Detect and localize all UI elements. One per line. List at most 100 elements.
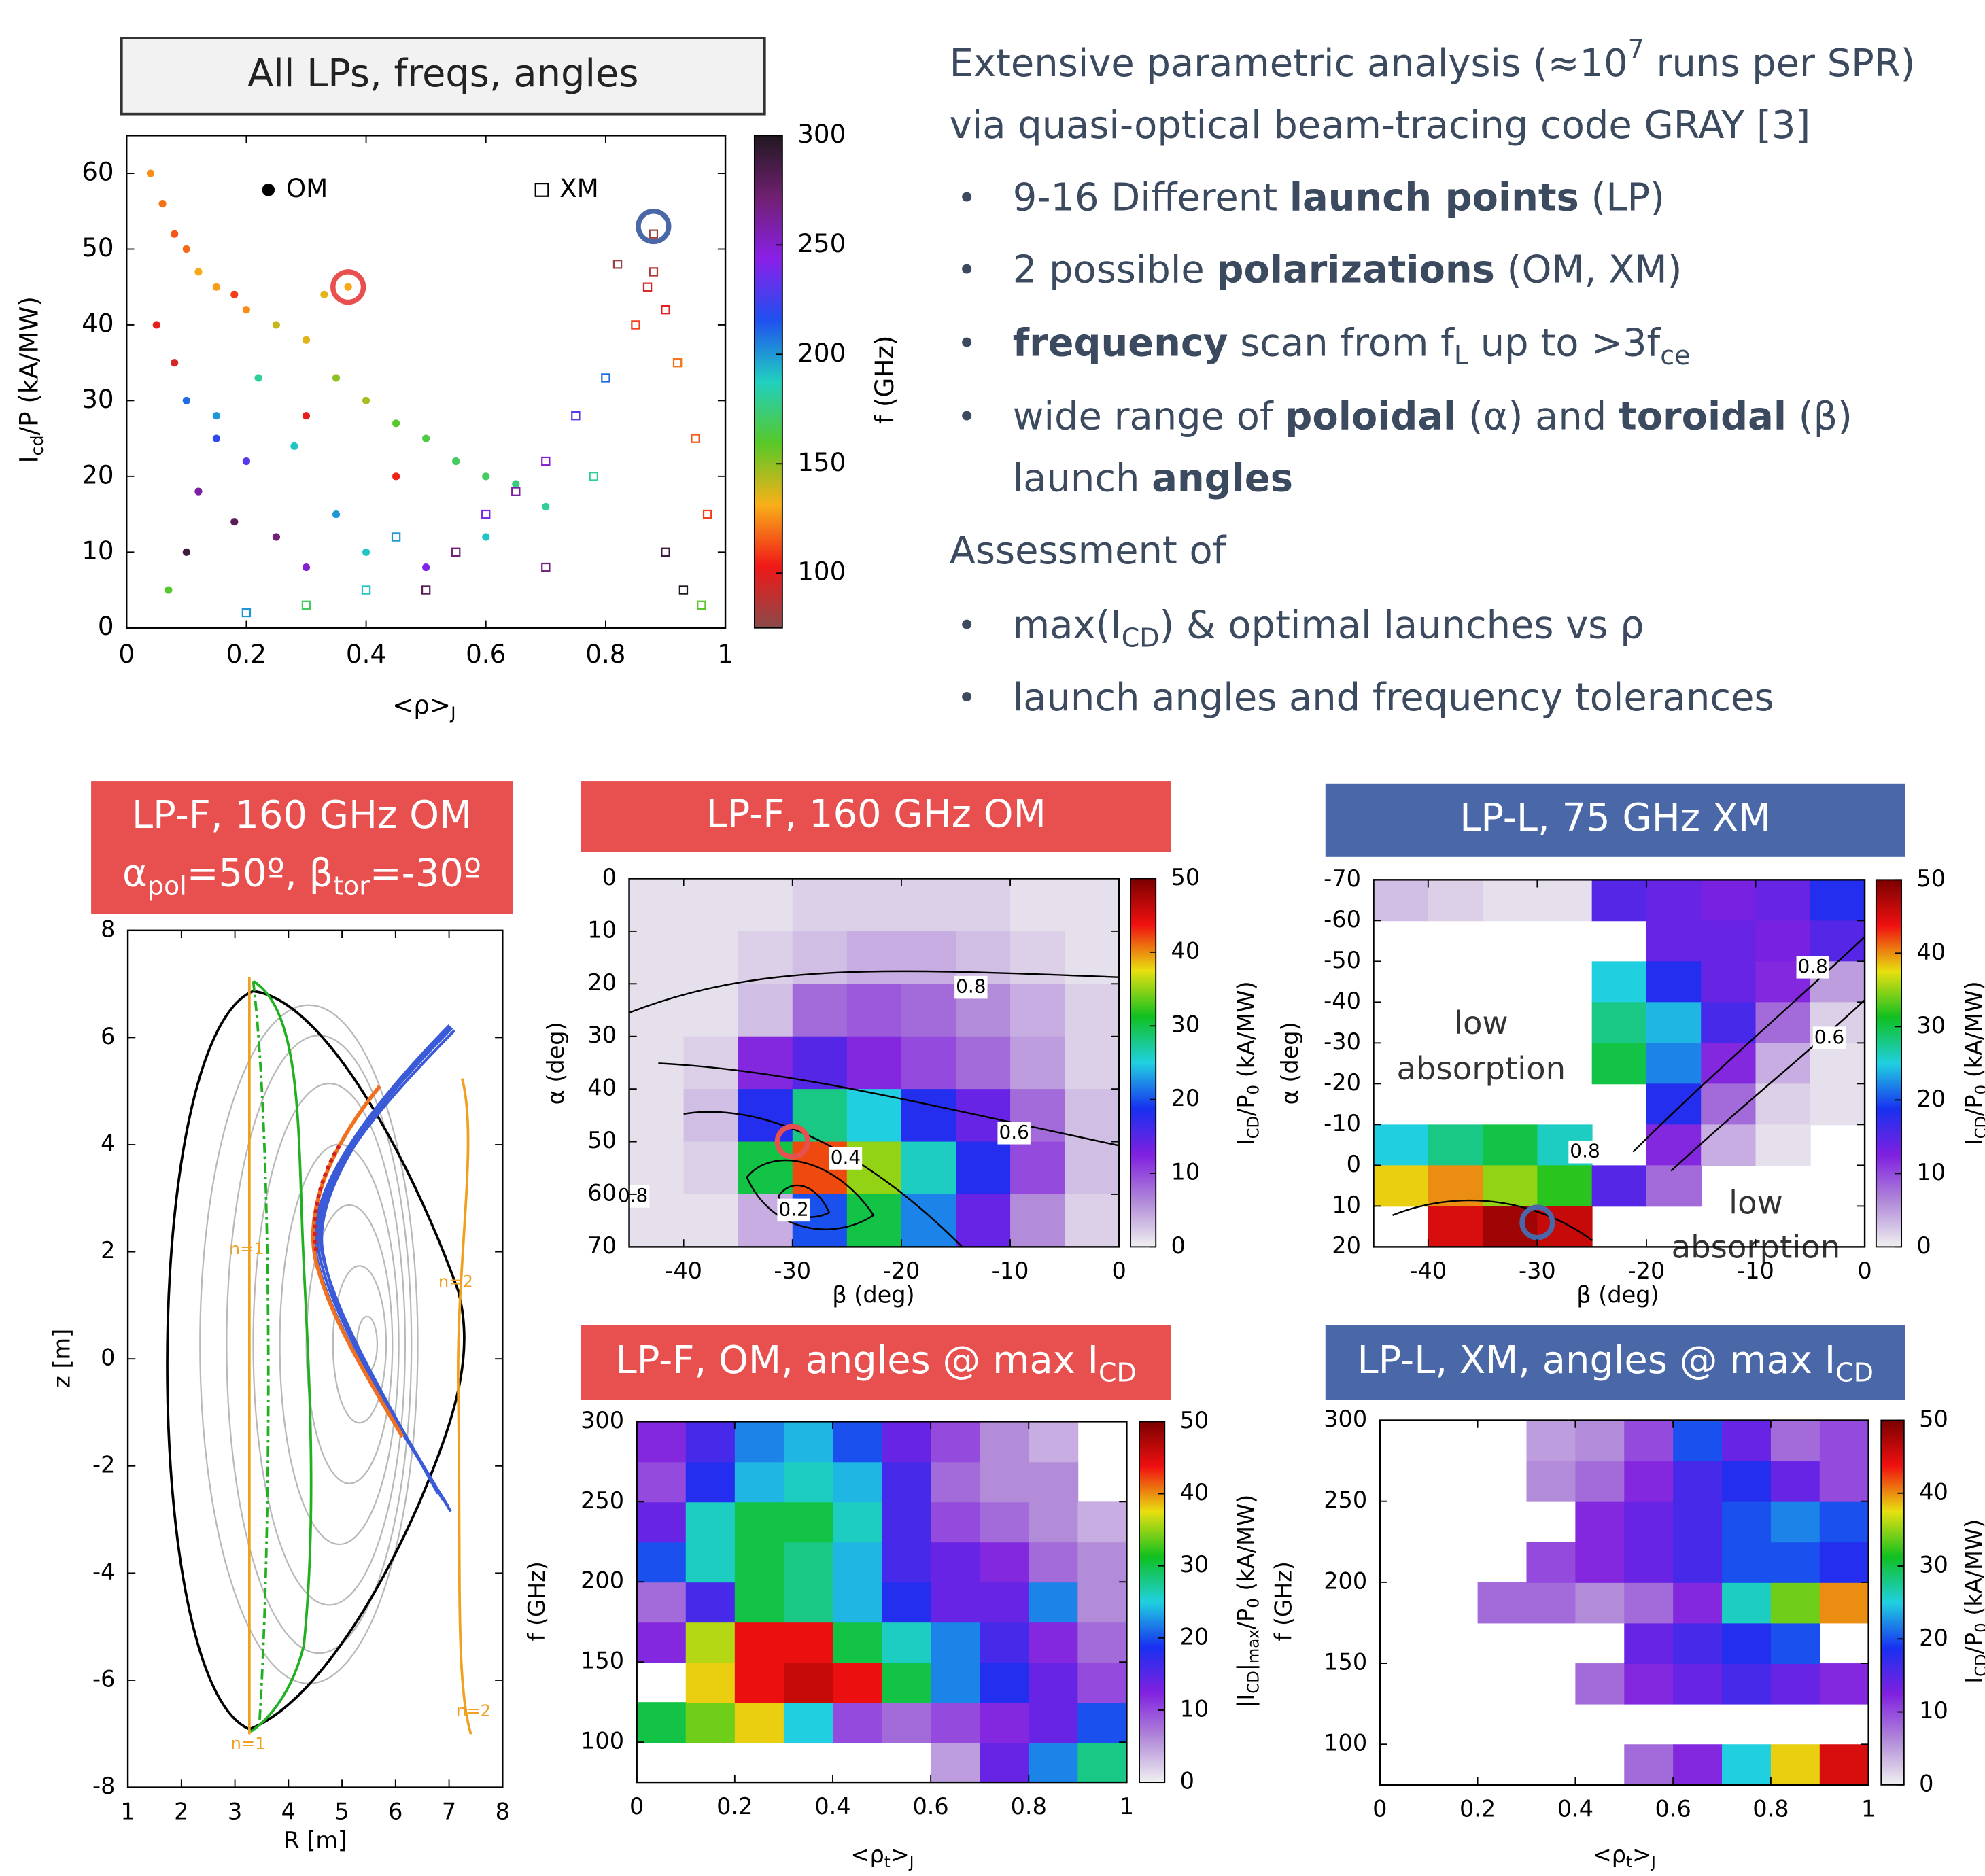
heat-cell <box>1820 1663 1869 1705</box>
x-tick-label: 6 <box>388 1798 402 1824</box>
text-line: Assessment of <box>950 529 1227 573</box>
y-tick-label: 4 <box>101 1130 115 1157</box>
heat-cell <box>1756 1002 1811 1043</box>
heat-cell <box>1722 1421 1772 1462</box>
text-run: (β) <box>1786 395 1852 439</box>
heat-cell <box>1010 984 1065 1037</box>
text-run: CD <box>1973 1654 1985 1676</box>
text-run: LP-F, OM, angles @ max I <box>616 1338 1099 1383</box>
x-tick-label: 0.8 <box>1011 1793 1047 1820</box>
heat-cell <box>684 1089 739 1142</box>
heat-cell <box>980 1501 1029 1542</box>
x-tick-label: 0.6 <box>466 639 506 669</box>
y-tick-label: -10 <box>1324 1110 1361 1136</box>
colorbar-label: f (GHz) <box>869 336 899 424</box>
heat-cell <box>1537 1165 1592 1206</box>
text-run: launch <box>1013 457 1152 501</box>
chart-title: All LPs, freqs, angles <box>247 52 638 96</box>
x-tick-label: 0.8 <box>1753 1796 1789 1822</box>
heat-cell <box>1575 1663 1625 1705</box>
heat-cell <box>735 1542 784 1582</box>
heat-cell <box>684 1037 739 1090</box>
heat-cell <box>1673 1421 1723 1462</box>
heat-cell <box>684 931 739 984</box>
heat-cell <box>1722 1744 1772 1786</box>
heat-cell <box>1029 1461 1078 1502</box>
x-tick-label: 0.4 <box>346 639 386 669</box>
heat-cell <box>1575 1421 1625 1462</box>
heat-cell <box>931 1461 980 1502</box>
heat-cell <box>882 1622 931 1663</box>
heat-cell <box>738 1142 793 1195</box>
y-tick-label: -40 <box>1324 988 1361 1014</box>
heat-cell <box>1722 1501 1772 1543</box>
heat-cell <box>686 1622 736 1663</box>
colorbar-tick-label: 200 <box>797 338 846 368</box>
y-tick-label: 40 <box>587 1075 617 1101</box>
y-tick-label: 6 <box>101 1023 115 1049</box>
heat-cell <box>901 1142 956 1195</box>
colorbar-tick-label: 50 <box>1171 864 1201 890</box>
om-point <box>392 419 400 427</box>
heat-cell <box>1077 1542 1127 1582</box>
heat-cell <box>735 1461 784 1502</box>
heat-cell <box>1065 1037 1120 1090</box>
heat-cell <box>980 1702 1029 1743</box>
heat-cell <box>901 931 956 984</box>
heat-cell <box>931 1662 980 1703</box>
heat-cell <box>793 931 848 984</box>
bullet: • <box>957 251 977 289</box>
heat-cell <box>1077 1742 1127 1783</box>
heat-cell <box>1756 880 1811 921</box>
y-tick-label: 0 <box>101 1344 115 1371</box>
annotation: absorption <box>1396 1050 1566 1087</box>
x-tick-label: -40 <box>1409 1257 1447 1284</box>
text-run: launch angles and frequency tolerances <box>1013 676 1774 720</box>
contour-label: 0.6 <box>999 1121 1029 1143</box>
heat-cell <box>1624 1542 1674 1583</box>
text-run: CD <box>1245 1671 1262 1693</box>
text-line: wide range of poloidal (α) and toroidal … <box>1013 395 1852 439</box>
heat-cell <box>1065 1194 1120 1247</box>
heat-cell <box>784 1542 833 1582</box>
heat-cell <box>1673 1582 1723 1624</box>
text-run: I <box>14 455 44 463</box>
text-run: <ρ <box>1593 1841 1626 1868</box>
heat-cell <box>1592 961 1647 1003</box>
om-point <box>183 245 190 253</box>
heat-cell <box>1646 1165 1702 1206</box>
heat-cell <box>1820 1582 1869 1624</box>
om-point <box>243 457 250 465</box>
heat-cell <box>686 1662 736 1703</box>
annotation: low <box>1729 1184 1782 1221</box>
heat-cell <box>735 1622 784 1663</box>
heat-cell <box>901 1089 956 1142</box>
heat-cell <box>833 1542 882 1582</box>
x-tick-label: 0.4 <box>814 1793 850 1820</box>
heat-cell <box>931 1542 980 1582</box>
chart-title: LP-L, XM, angles @ max ICD <box>1357 1338 1873 1387</box>
colorbar-tick-label: 40 <box>1919 1478 1948 1505</box>
heat-cell <box>882 1461 931 1502</box>
heat-cell <box>1010 1194 1065 1247</box>
x-tick-label: -30 <box>774 1257 811 1284</box>
heat-cell <box>1646 1002 1702 1043</box>
heat-cell <box>1756 1083 1811 1125</box>
heat-cell <box>833 1582 882 1622</box>
om-point <box>512 480 519 487</box>
heat-cell <box>1820 1461 1869 1502</box>
chart-title: LP-F, 160 GHz OM <box>706 792 1046 836</box>
om-point <box>194 488 202 496</box>
om-point <box>183 549 190 556</box>
heat-cell <box>980 1542 1029 1582</box>
text-run: I <box>1961 1139 1985 1145</box>
y-axis-label: z [m] <box>49 1329 75 1388</box>
heat-cell <box>931 1421 980 1462</box>
y-tick-label: 50 <box>82 232 114 262</box>
heat-cell <box>1029 1501 1078 1542</box>
om-point <box>230 291 238 298</box>
y-tick-label: 60 <box>587 1179 617 1206</box>
text-run: up to >3f <box>1468 322 1661 366</box>
heat-cell <box>1029 1662 1078 1703</box>
colorbar <box>1876 880 1901 1247</box>
